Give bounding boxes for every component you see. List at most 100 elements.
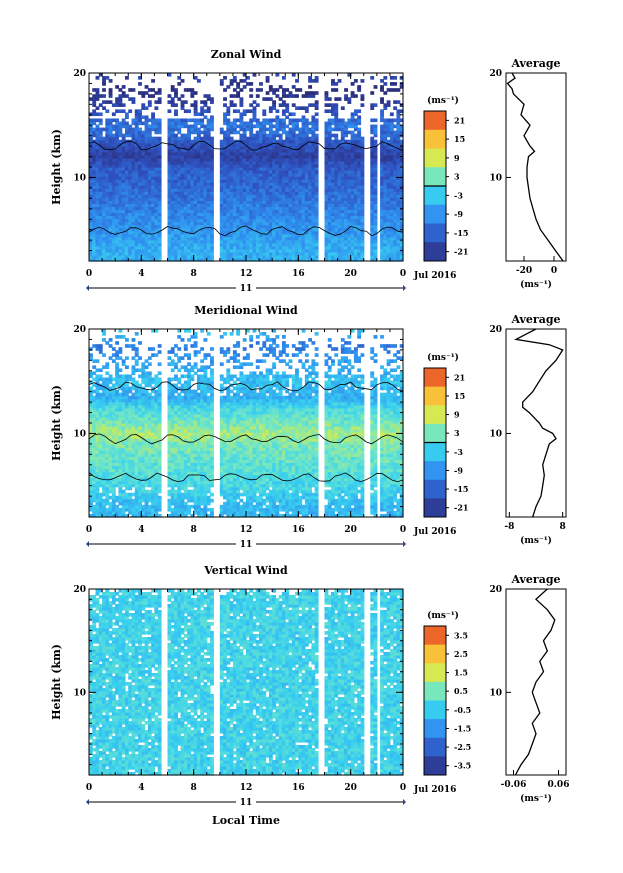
- heatmap-cell: [246, 109, 250, 114]
- heatmap-cell: [190, 239, 195, 244]
- heatmap-cell: [151, 88, 156, 92]
- heatmap-cell: [331, 173, 335, 177]
- heatmap-cell: [121, 157, 126, 162]
- heatmap-cell: [370, 236, 375, 241]
- heatmap-cell: [177, 209, 182, 214]
- heatmap-cell: [183, 139, 188, 144]
- heatmap-cell: [298, 230, 303, 235]
- heatmap-cell: [203, 194, 208, 198]
- heatmap-cell: [298, 233, 303, 238]
- heatmap-cell: [311, 203, 316, 208]
- heatmap-cell: [92, 206, 97, 211]
- heatmap-cell: [200, 124, 205, 129]
- heatmap-cell: [92, 254, 97, 259]
- heatmap-cell: [223, 173, 227, 177]
- heatmap-cell: [180, 79, 185, 83]
- heatmap-cell: [206, 182, 211, 186]
- heatmap-cell: [131, 121, 136, 126]
- heatmap-cell: [314, 209, 319, 214]
- heatmap-cell: [301, 236, 306, 241]
- heatmap-cell: [154, 254, 159, 259]
- heatmap-cell: [259, 224, 263, 229]
- heatmap-cell: [111, 209, 116, 214]
- heatmap-cell: [291, 200, 296, 204]
- heatmap-cell: [223, 154, 227, 159]
- heatmap-cell: [262, 257, 267, 262]
- heatmap-cell: [357, 203, 362, 208]
- heatmap-cell: [151, 145, 156, 150]
- heatmap-cell: [134, 254, 139, 259]
- heatmap-cell: [255, 167, 260, 171]
- heatmap-cell: [177, 136, 182, 141]
- heatmap-cell: [236, 82, 241, 86]
- heatmap-cell: [324, 194, 329, 198]
- heatmap-cell: [121, 103, 126, 107]
- heatmap-cell: [324, 251, 329, 256]
- heatmap-cell: [353, 179, 358, 183]
- heatmap-cell: [311, 94, 316, 98]
- heatmap-cell: [121, 242, 126, 247]
- heatmap-cell: [288, 212, 293, 217]
- heatmap-cell: [105, 209, 110, 214]
- heatmap-cell: [285, 251, 290, 256]
- heatmap-cell: [151, 209, 156, 214]
- heatmap-cell: [174, 209, 178, 214]
- heatmap-cell: [373, 148, 378, 153]
- heatmap-cell: [295, 185, 299, 189]
- x-tick-label: 8: [191, 269, 197, 279]
- heatmap-cell: [89, 188, 93, 192]
- heatmap-cell: [327, 185, 332, 189]
- heatmap-cell: [105, 145, 110, 150]
- heatmap-cell: [255, 191, 260, 195]
- heatmap-cell: [373, 163, 378, 168]
- heatmap-cell: [111, 191, 116, 195]
- heatmap-cell: [357, 176, 362, 180]
- heatmap-cell: [295, 160, 299, 165]
- heatmap-cell: [344, 139, 348, 144]
- heatmap-cell: [291, 224, 296, 229]
- heatmap-cell: [193, 200, 198, 204]
- heatmap-cell: [144, 212, 149, 217]
- heatmap-cell: [232, 218, 237, 223]
- heatmap-cell: [298, 224, 303, 229]
- heatmap-cell: [281, 100, 286, 104]
- heatmap-cell: [154, 118, 159, 123]
- heatmap-cell: [115, 245, 120, 250]
- heatmap-cell: [111, 200, 116, 204]
- heatmap-cell: [255, 176, 260, 180]
- heatmap-cell: [380, 230, 384, 235]
- heatmap-cell: [196, 79, 201, 83]
- heatmap-cell: [108, 248, 113, 253]
- heatmap-cell: [226, 157, 231, 162]
- heatmap-cell: [138, 127, 142, 132]
- heatmap-cell: [350, 224, 355, 229]
- heatmap-cell: [115, 212, 120, 217]
- heatmap-cell: [102, 160, 106, 165]
- heatmap-cell: [304, 139, 309, 144]
- heatmap-cell: [151, 197, 156, 201]
- heatmap-cell: [187, 200, 191, 204]
- heatmap-cell: [232, 179, 237, 183]
- heatmap-cell: [131, 248, 136, 253]
- heatmap-cell: [203, 142, 208, 147]
- heatmap-cell: [111, 173, 116, 177]
- heatmap-cell: [242, 130, 247, 135]
- heatmap-cell: [281, 109, 286, 114]
- heatmap-cell: [350, 139, 355, 144]
- panel-title: Zonal Wind: [211, 48, 282, 61]
- heatmap-cell: [301, 230, 306, 235]
- heatmap-cell: [134, 124, 139, 129]
- heatmap-cell: [108, 79, 113, 83]
- heatmap-cell: [134, 176, 139, 180]
- heatmap-cell: [344, 251, 348, 256]
- heatmap-cell: [92, 154, 97, 159]
- heatmap-cell: [275, 182, 280, 186]
- heatmap-cell: [118, 139, 123, 144]
- heatmap-cell: [239, 151, 244, 156]
- heatmap-cell: [98, 148, 103, 153]
- heatmap-cell: [278, 97, 283, 101]
- heatmap-cell: [196, 157, 201, 162]
- heatmap-cell: [340, 182, 345, 186]
- heatmap-cell: [151, 154, 156, 159]
- heatmap-cell: [187, 209, 191, 214]
